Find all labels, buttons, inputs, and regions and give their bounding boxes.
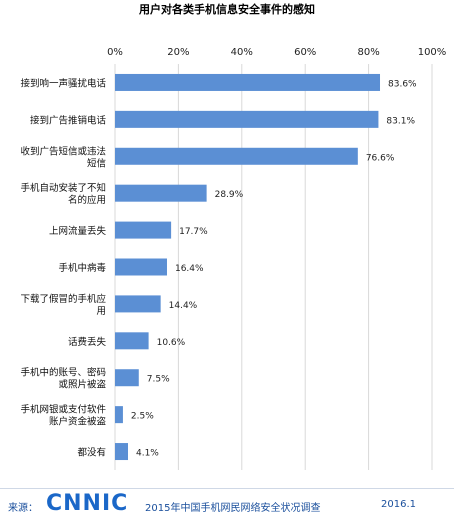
footer: 来源： CNNIC 2015年中国手机网民网络安全状况调查 2016.1 [0,488,454,525]
value-label: 16.4% [175,264,204,274]
bar [115,258,167,276]
value-label: 83.6% [388,79,417,89]
category-label: 或照片被盗 [58,379,106,391]
category-label: 手机中的账号、密码 [20,367,106,379]
category-label: 短信 [87,157,106,169]
category-label: 话费丢失 [68,336,107,348]
value-label: 4.1% [136,449,159,459]
x-axis-ticks: 0% 20% 40% 60% 80% 100% [107,47,446,58]
value-labels: 83.6% 83.1% 76.6% 28.9% 17.7% 16.4% 14.4% 10.6%… [131,79,417,458]
x-tick-label: 80% [357,47,379,58]
value-label: 10.6% [157,338,186,348]
category-label: 手机网银或支付软件 [20,404,106,416]
category-label: 接到响一声骚扰电话 [20,77,106,89]
value-label: 28.9% [215,190,244,200]
x-tick-label: 60% [294,47,316,58]
bar [115,147,358,165]
category-label: 账户资金被盗 [49,416,107,428]
report-date: 2016.1 [381,499,416,510]
category-label: 收到广告短信或违法 [20,145,106,157]
category-label: 都没有 [77,447,106,459]
bar [115,295,161,313]
gridlines [114,64,433,470]
value-label: 14.4% [169,301,198,311]
chart-title: 用户对各类手机信息安全事件的感知 [139,2,315,16]
bar [115,184,207,202]
bar [115,110,379,128]
bar [115,406,123,424]
value-label: 17.7% [179,227,208,237]
value-label: 76.6% [366,153,395,163]
category-label: 下载了假冒的手机应 [20,293,106,305]
category-labels: 接到响一声骚扰电话接到广告推销电话收到广告短信或违法短信手机自动安装了不知名的应… [20,77,106,458]
bar [115,332,149,350]
bar [115,221,172,239]
bars [115,73,381,461]
category-label: 用 [96,306,106,317]
category-label: 接到广告推销电话 [30,114,107,126]
value-label: 2.5% [131,412,154,422]
cnnic-logo: CNNIC [46,491,129,516]
category-label: 手机自动安装了不知 [20,182,106,194]
bar [115,443,128,461]
category-label: 上网流量丢失 [49,225,107,237]
value-label: 7.5% [147,375,170,385]
value-label: 83.1% [386,116,415,126]
bar [115,369,139,387]
x-tick-label: 100% [418,47,447,58]
source-label: 来源： [8,503,38,514]
bar [115,73,381,91]
category-label: 手机中病毒 [58,262,106,274]
x-tick-label: 0% [107,47,123,58]
survey-name: 2015年中国手机网民网络安全状况调查 [145,503,321,514]
x-tick-label: 40% [231,47,253,58]
category-label: 名的应用 [68,194,106,206]
x-tick-label: 20% [167,47,189,58]
